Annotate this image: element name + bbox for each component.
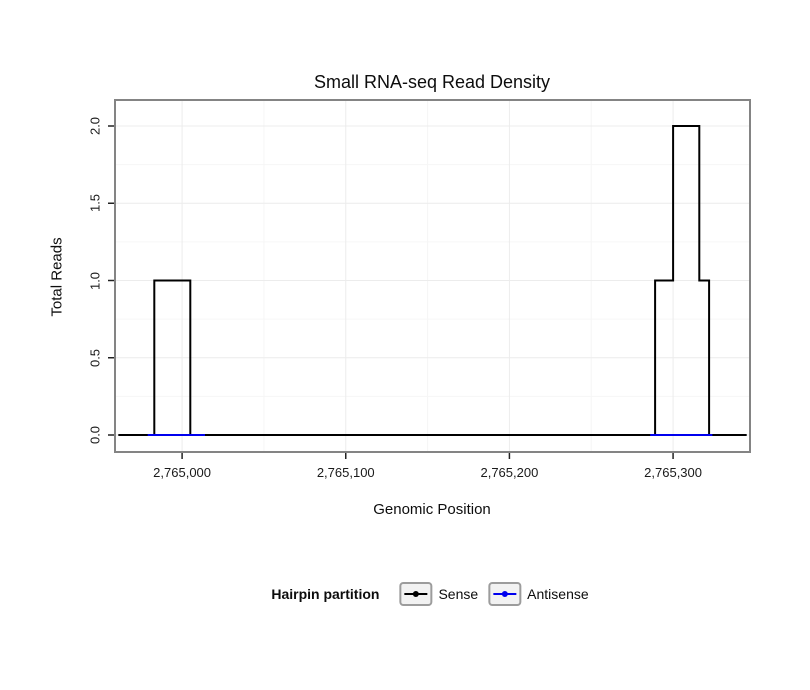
legend-label-antisense: Antisense [527, 586, 589, 602]
legend-key-antisense [488, 582, 522, 606]
sense-line-marker-icon [404, 591, 428, 597]
x-axis-label: Genomic Position [373, 501, 491, 518]
legend: Hairpin partition Sense Antisense [271, 582, 589, 606]
y-tick-label: 1.5 [87, 194, 103, 213]
y-axis-label: Total Reads [48, 237, 66, 317]
x-tick-label: 2,765,000 [153, 465, 212, 480]
legend-item-antisense: Antisense [488, 582, 589, 606]
y-tick-label: 2.0 [87, 116, 103, 136]
x-tick-label: 2,765,100 [316, 465, 375, 480]
x-tick-label: 2,765,300 [644, 465, 702, 480]
legend-key-sense [399, 582, 433, 606]
antisense-line-marker-icon [493, 591, 517, 597]
legend-label-sense: Sense [438, 586, 479, 602]
legend-title: Hairpin partition [271, 586, 380, 602]
legend-item-sense: Sense [399, 582, 478, 606]
x-tick-label: 2,765,200 [480, 465, 539, 480]
y-tick-label: 0.5 [87, 348, 103, 367]
y-tick-label: 1.0 [87, 271, 103, 290]
chart-title: Small RNA-seq Read Density [313, 72, 551, 92]
y-tick-label: 0.0 [87, 425, 103, 445]
